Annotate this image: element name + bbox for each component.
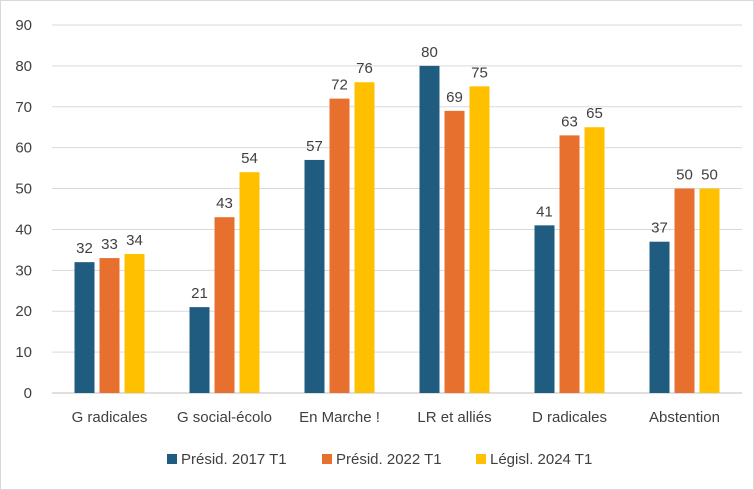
x-tick-label: G radicales (72, 409, 148, 426)
data-label: 65 (586, 105, 603, 122)
data-label: 37 (651, 220, 668, 237)
bar (329, 98, 350, 393)
data-label: 50 (676, 167, 693, 184)
data-label: 21 (191, 285, 208, 302)
y-tick-label: 60 (15, 140, 32, 157)
y-axis: 0 10 20 30 40 50 60 70 80 90 (15, 17, 32, 402)
bar (239, 172, 260, 393)
data-label: 41 (536, 203, 553, 220)
legend-swatch (322, 454, 332, 464)
y-tick-label: 70 (15, 99, 32, 116)
legend-swatch (167, 454, 177, 464)
y-tick-label: 30 (15, 262, 32, 279)
data-label: 76 (356, 60, 373, 77)
x-tick-label: LR et alliés (417, 409, 491, 426)
data-label: 75 (471, 64, 488, 81)
x-axis: G radicales G social-écolo En Marche ! LR e… (72, 409, 720, 426)
data-label: 63 (561, 113, 578, 130)
bar (304, 159, 325, 393)
bar (469, 86, 490, 393)
legend-label: Présid. 2022 T1 (336, 451, 442, 468)
data-label: 57 (306, 138, 323, 155)
bars (74, 65, 720, 393)
y-tick-label: 50 (15, 181, 32, 198)
y-tick-label: 10 (15, 344, 32, 361)
data-label: 69 (446, 89, 463, 106)
bar (189, 307, 210, 393)
bar (559, 135, 580, 393)
y-tick-label: 90 (15, 17, 32, 34)
data-label: 50 (701, 167, 718, 184)
bar (124, 253, 145, 393)
bar (534, 225, 555, 393)
bar (699, 188, 720, 393)
gridlines (52, 24, 742, 394)
bar (99, 258, 120, 393)
data-label: 72 (331, 77, 348, 94)
bar (674, 188, 695, 393)
legend: Présid. 2017 T1 Présid. 2022 T1 Législ. 20… (167, 451, 592, 468)
y-tick-label: 80 (15, 58, 32, 75)
x-tick-label: D radicales (532, 409, 607, 426)
legend-label: Présid. 2017 T1 (181, 451, 287, 468)
y-tick-label: 0 (24, 385, 32, 402)
legend-label: Législ. 2024 T1 (490, 451, 592, 468)
bar (354, 82, 375, 393)
y-tick-label: 40 (15, 221, 32, 238)
data-label: 32 (76, 240, 93, 257)
bar (649, 241, 670, 393)
bar (444, 110, 465, 393)
x-tick-label: Abstention (649, 409, 720, 426)
bar (419, 65, 440, 393)
bar (74, 262, 95, 393)
legend-swatch (476, 454, 486, 464)
data-label: 33 (101, 236, 118, 253)
x-tick-label: En Marche ! (299, 409, 380, 426)
data-label: 43 (216, 195, 233, 212)
data-label: 80 (421, 44, 438, 61)
x-tick-label: G social-écolo (177, 409, 272, 426)
bar (214, 217, 235, 393)
bar (584, 127, 605, 393)
data-labels: 32 33 34 21 43 54 57 72 76 80 69 75 41 63 65 37 50 50 (76, 44, 718, 302)
y-tick-label: 20 (15, 303, 32, 320)
data-label: 54 (241, 150, 258, 167)
data-label: 34 (126, 232, 143, 249)
